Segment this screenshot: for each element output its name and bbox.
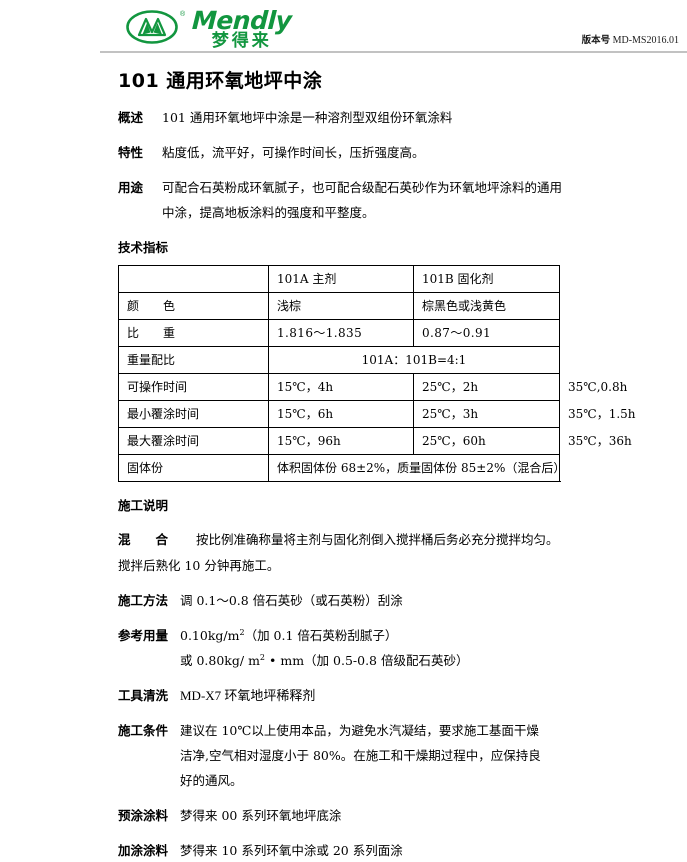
- overview-text: 101 通用环氧地坪中涂是一种溶剂型双组份环氧涂料: [162, 110, 453, 125]
- consumption-value: 0.10kg/m: [180, 628, 240, 643]
- logo-wordmark: Mendly 梦得来: [191, 6, 293, 51]
- mendly-emblem-icon: ®: [126, 10, 186, 44]
- construction-conditions: 施工条件 建议在 10℃以上使用本品，为避免水汽凝结，要求施工基面干燥: [118, 719, 574, 742]
- spec-row-value-b: 棕黑色或浅黄色: [413, 292, 560, 320]
- construction-consumption-alt: 或 0.80kg/ m2 • mm（加 0.5-0.8 倍级配石英砂）: [118, 649, 574, 672]
- section-uses: 用途 可配合石英粉成环氧腻子，也可配合级配石英砂作为环氧地坪涂料的通用: [118, 176, 574, 199]
- uses-text-line2: 中涂，提高地板涂料的强度和平整度。: [162, 205, 375, 220]
- construction-conditions-cont2: 好的通风。: [118, 769, 574, 792]
- logo-chinese-name: 梦得来: [211, 31, 272, 51]
- topcoat-text: 梦得来 10 系列环氧中涂或 20 系列面涂: [180, 843, 403, 858]
- section-features: 特性 粘度低，流平好，可操作时间长，压折强度高。: [118, 141, 574, 164]
- tool-cleaning-label: 工具清洗: [118, 688, 169, 703]
- spec-row-value-merged: 体积固体份 68±2%，质量固体份 85±2%（混合后）: [268, 454, 565, 482]
- page-header: ® Mendly 梦得来 版本号 MD-MS2016.01: [0, 0, 687, 56]
- method-text: 调 0.1～0.8 倍石英砂（或石英粉）刮涂: [180, 593, 403, 608]
- spec-header-component-b: 101B 固化剂: [413, 265, 560, 293]
- spec-header-blank: [118, 265, 269, 293]
- construction-conditions-cont: 洁净,空气相对湿度小于 80%。在施工和干燥期过程中，应保持良: [118, 744, 574, 767]
- table-row: 最大覆涂时间 15℃，96h 25℃，60h 35℃，36h: [118, 427, 632, 455]
- method-label: 施工方法: [118, 593, 169, 608]
- consumption-alt-note: • mm（加 0.5-0.8 倍级配石英砂）: [265, 653, 469, 668]
- section-uses-cont: 中涂，提高地板涂料的强度和平整度。: [118, 201, 574, 224]
- conditions-text-line3: 好的通风。: [180, 773, 243, 788]
- construction-method: 施工方法 调 0.1～0.8 倍石英砂（或石英粉）刮涂: [118, 589, 574, 612]
- spec-row-label: 重量配比: [118, 346, 269, 374]
- conditions-label: 施工条件: [118, 723, 169, 738]
- logo-english-name: Mendly: [191, 6, 293, 35]
- spec-row-value-b: 0.87～0.91: [413, 319, 560, 347]
- document-version: 版本号 MD-MS2016.01: [582, 32, 679, 46]
- consumption-label: 参考用量: [118, 628, 169, 643]
- features-label: 特性: [118, 145, 144, 160]
- conditions-text-line2: 洁净,空气相对湿度小于 80%。在施工和干燥期过程中，应保持良: [180, 748, 541, 763]
- consumption-alt-text: 或 0.80kg/ m2 • mm（加 0.5-0.8 倍级配石英砂）: [180, 649, 574, 672]
- spec-row-label: 固体份: [118, 454, 269, 482]
- consumption-alt-value: 或 0.80kg/ m: [180, 653, 260, 668]
- overview-label: 概述: [118, 110, 144, 125]
- spec-row-label: 可操作时间: [118, 373, 269, 401]
- spec-row-label: 最大覆涂时间: [118, 427, 269, 455]
- table-header-row: 101A 主剂 101B 固化剂: [118, 265, 560, 293]
- spec-row-temp-15: 15℃，6h: [268, 400, 414, 428]
- uses-label: 用途: [118, 180, 144, 195]
- section-overview: 概述 101 通用环氧地坪中涂是一种溶剂型双组份环氧涂料: [118, 106, 574, 129]
- version-label: 版本号: [581, 35, 611, 46]
- mixing-text: 按比例准确称量将主剂与固化剂倒入搅拌桶后务必充分搅拌均匀。: [196, 532, 559, 547]
- spec-table: 101A 主剂 101B 固化剂 颜 色 浅棕 棕黑色或浅黄色 比 重 1.81…: [118, 265, 636, 482]
- table-row: 固体份 体积固体份 68±2%，质量固体份 85±2%（混合后）: [118, 454, 565, 482]
- spec-row-temp-25: 25℃，60h: [413, 427, 560, 455]
- table-row: 比 重 1.816～1.835 0.87～0.91: [118, 319, 560, 347]
- registered-trademark-icon: ®: [180, 11, 186, 18]
- construction-topcoat: 加涂涂料 梦得来 10 系列环氧中涂或 20 系列面涂: [118, 839, 574, 862]
- table-row: 最小覆涂时间 15℃，6h 25℃，3h 35℃，1.5h: [118, 400, 636, 428]
- consumption-text: 0.10kg/m2（加 0.1 倍石英粉刮腻子）: [180, 624, 574, 647]
- spec-row-temp-15: 15℃，4h: [268, 373, 414, 401]
- spec-row-temp-25: 25℃，2h: [413, 373, 560, 401]
- spec-row-label: 颜 色: [118, 292, 269, 320]
- page-title: 101 通用环氧地坪中涂: [118, 70, 323, 92]
- spec-row-value-a: 浅棕: [268, 292, 414, 320]
- table-row: 颜 色 浅棕 棕黑色或浅黄色: [118, 292, 560, 320]
- construction-consumption: 参考用量 0.10kg/m2（加 0.1 倍石英粉刮腻子）: [118, 624, 574, 647]
- spec-row-value-merged: 101A：101B=4:1: [268, 346, 560, 374]
- construction-tool-cleaning: 工具清洗 MD-X7 环氧地坪稀释剂: [118, 684, 574, 707]
- table-row: 可操作时间 15℃，4h 25℃，2h 35℃,0.8h: [118, 373, 627, 401]
- construction-section-title: 施工说明: [118, 498, 169, 513]
- consumption-note: （加 0.1 倍石英粉刮腻子）: [244, 628, 398, 643]
- table-row: 重量配比 101A：101B=4:1: [118, 346, 560, 374]
- spec-row-label: 最小覆涂时间: [118, 400, 269, 428]
- uses-text: 可配合石英粉成环氧腻子，也可配合级配石英砂作为环氧地坪涂料的通用: [162, 180, 563, 195]
- primer-label: 预涂涂料: [118, 808, 169, 823]
- spec-row-label: 比 重: [118, 319, 269, 347]
- construction-primer: 预涂涂料 梦得来 00 系列环氧地坪底涂: [118, 804, 574, 827]
- spec-section-title: 技术指标: [118, 240, 169, 255]
- construction-mixing: 混 合 按比例准确称量将主剂与固化剂倒入搅拌桶后务必充分搅拌均匀。: [118, 528, 574, 551]
- brand-logo: ® Mendly 梦得来: [126, 6, 293, 51]
- header-divider: [100, 51, 687, 53]
- spec-row-temp-15: 15℃，96h: [268, 427, 414, 455]
- spec-row-temp-25: 25℃，3h: [413, 400, 560, 428]
- features-text: 粘度低，流平好，可操作时间长，压折强度高。: [162, 145, 425, 160]
- spec-header-component-a: 101A 主剂: [268, 265, 414, 293]
- topcoat-label: 加涂涂料: [118, 843, 169, 858]
- primer-text: 梦得来 00 系列环氧地坪底涂: [180, 808, 342, 823]
- version-code: MD-MS2016.01: [612, 35, 679, 46]
- tool-cleaning-text: MD-X7 环氧地坪稀释剂: [180, 688, 316, 703]
- spec-row-value-a: 1.816～1.835: [268, 319, 414, 347]
- consumption-alt-unit-sup: 2: [259, 652, 266, 662]
- document-body: 101 通用环氧地坪中涂 概述 101 通用环氧地坪中涂是一种溶剂型双组份环氧涂…: [0, 68, 687, 862]
- mixing-label: 混 合: [118, 532, 169, 547]
- mixing-text-line2: 搅拌后熟化 10 分钟再施工。: [118, 558, 280, 573]
- conditions-text: 建议在 10℃以上使用本品，为避免水汽凝结，要求施工基面干燥: [180, 723, 539, 738]
- consumption-unit-sup: 2: [239, 627, 245, 637]
